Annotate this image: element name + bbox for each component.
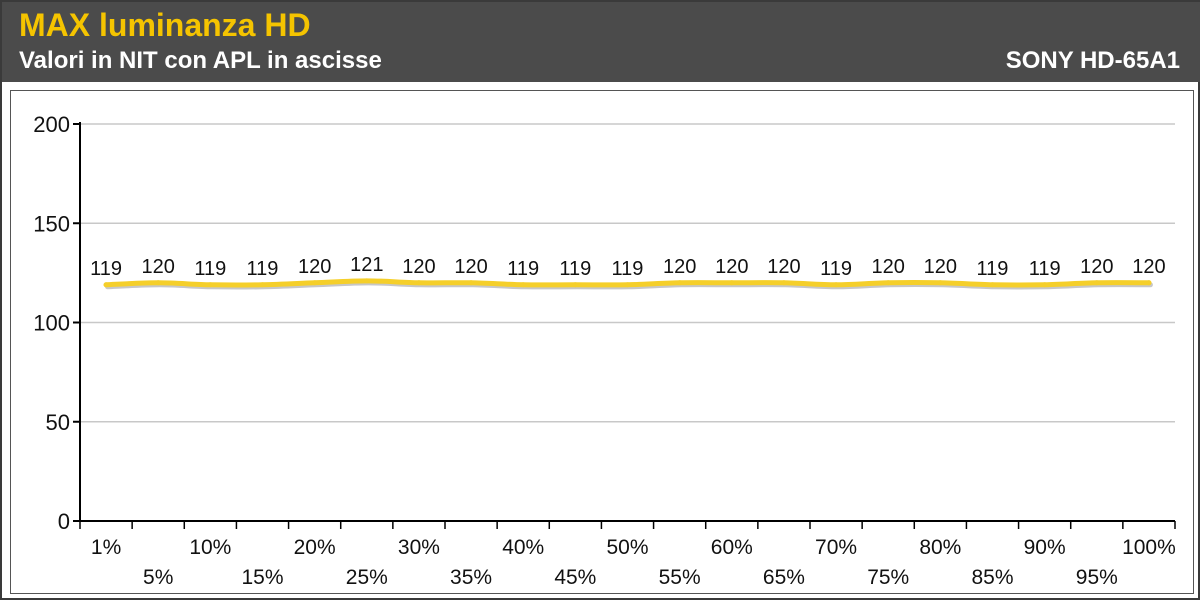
data-label-10pct: 119 [194,258,226,280]
data-label-15pct: 119 [247,258,279,280]
x-tick-label-1pct: 1% [91,536,121,559]
data-point-60pct [729,280,735,286]
chart-area: 0 50 100 150 200 1% 5% 10% 15% 20% 25% 30% 35% 40% 45%… [10,90,1194,594]
chart-title: MAX luminanza HD [19,7,311,43]
data-label-30pct: 120 [402,256,435,278]
data-label-35pct: 120 [454,256,487,278]
data-label-50pct: 119 [612,258,644,280]
data-point-5pct [155,280,161,286]
x-tick-label-30pct: 30% [398,536,440,559]
data-label-100pct: 120 [1132,256,1165,278]
data-point-35pct [468,280,474,286]
data-label-5pct: 120 [142,256,175,278]
data-point-45pct [572,282,578,288]
data-label-1pct: 119 [90,258,122,280]
x-tick-label-45pct: 45% [554,566,596,589]
x-tick-label-70pct: 70% [815,536,857,559]
data-label-25pct: 121 [350,254,383,276]
x-tick-label-95pct: 95% [1076,566,1118,589]
x-tick-label-55pct: 55% [659,566,701,589]
data-label-45pct: 119 [559,258,591,280]
data-label-55pct: 120 [663,256,696,278]
line-chart: 0 50 100 150 200 1% 5% 10% 15% 20% 25% 30% 35% 40% 45%… [33,112,1176,589]
data-point-70pct [833,282,839,288]
x-tick-label-5pct: 5% [143,566,173,589]
data-point-15pct [260,282,265,288]
x-tick-label-25pct: 25% [346,566,388,589]
data-point-20pct [312,280,318,286]
data-point-30pct [416,280,422,286]
data-point-80pct [937,280,943,286]
data-point-1pct [103,282,109,288]
x-tick-label-75pct: 75% [867,566,909,589]
x-tick-label-85pct: 85% [971,566,1013,589]
data-point-55pct [677,280,683,286]
data-point-95pct [1094,280,1100,286]
data-point-90pct [1042,282,1048,288]
x-tick-label-40pct: 40% [502,536,544,559]
header-bar: MAX luminanza HD Valori in NIT con APL i… [2,2,1200,82]
x-tick-label-10pct: 10% [189,536,231,559]
data-point-40pct [520,282,526,288]
data-label-90pct: 119 [1029,258,1061,280]
x-tick-label-100pct: 100% [1122,536,1176,559]
data-point-65pct [781,280,787,286]
y-tick-label-0: 0 [58,509,70,534]
data-label-40pct: 119 [507,258,539,280]
x-tick-label-80pct: 80% [919,536,961,559]
data-label-20pct: 120 [298,256,331,278]
x-tick-label-15pct: 15% [241,566,283,589]
data-label-85pct: 119 [977,258,1009,280]
data-point-25pct [364,278,370,284]
x-tick-label-50pct: 50% [606,536,648,559]
data-point-75pct [885,280,891,286]
data-label-95pct: 120 [1080,256,1113,278]
data-point-50pct [625,282,630,288]
y-tick-label-100: 100 [33,311,70,336]
x-tick-label-35pct: 35% [450,566,492,589]
x-tick-label-60pct: 60% [711,536,753,559]
data-label-70pct: 119 [820,258,852,280]
model-label: SONY HD-65A1 [1005,47,1180,74]
data-label-65pct: 120 [767,256,800,278]
data-label-80pct: 120 [924,256,957,278]
data-label-60pct: 120 [715,256,748,278]
x-tick-label-90pct: 90% [1024,536,1066,559]
x-tick-label-20pct: 20% [294,536,336,559]
data-label-75pct: 120 [872,256,905,278]
x-tick-label-65pct: 65% [763,566,805,589]
data-point-10pct [207,282,213,288]
data-point-100pct [1146,280,1152,286]
y-tick-label-200: 200 [33,112,70,137]
data-point-85pct [990,282,995,288]
y-tick-label-150: 150 [33,211,70,236]
y-tick-label-50: 50 [46,410,70,435]
chart-subtitle: Valori in NIT con APL in ascisse [19,47,382,74]
